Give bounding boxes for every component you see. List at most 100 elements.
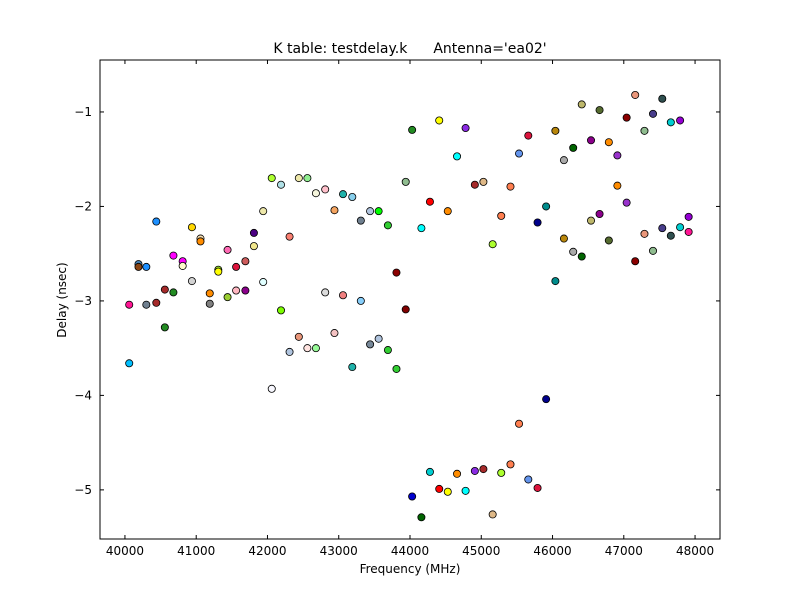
data-point (321, 288, 330, 297)
data-point (666, 231, 675, 240)
data-point (453, 469, 462, 478)
data-point (267, 384, 276, 393)
data-point (470, 466, 479, 475)
data-point (374, 207, 383, 216)
data-point (658, 224, 667, 233)
y-tick-label: −1 (74, 105, 92, 119)
data-point (339, 291, 348, 300)
data-point (366, 207, 375, 216)
data-point (205, 289, 214, 298)
axis-ticks: 40000 41000 42000 43000 44000 45000 46000 47000… (74, 60, 720, 558)
data-point (533, 218, 542, 227)
data-point (461, 486, 470, 495)
data-point (542, 202, 551, 211)
data-point (425, 467, 434, 476)
x-tick-label: 45000 (462, 544, 500, 558)
x-tick-label: 44000 (391, 544, 429, 558)
data-point (461, 124, 470, 133)
chart-title-main: K table: testdelay.k (273, 41, 408, 57)
data-point (497, 468, 506, 477)
data-point (658, 94, 667, 103)
data-point (142, 300, 151, 309)
chart-title-antenna: Antenna='ea02' (433, 41, 546, 57)
data-point (401, 177, 410, 186)
data-point (303, 344, 312, 353)
data-point (285, 232, 294, 241)
data-point (479, 465, 488, 474)
data-point (214, 267, 223, 276)
x-tick-label: 40000 (106, 544, 144, 558)
data-point (640, 229, 649, 238)
data-point (160, 285, 169, 294)
plot-area (100, 60, 720, 539)
data-point (294, 332, 303, 341)
data-point (497, 211, 506, 220)
x-tick-label: 42000 (248, 544, 286, 558)
data-point (330, 206, 339, 215)
data-point (311, 344, 320, 353)
data-point (392, 364, 401, 373)
data-point (577, 252, 586, 261)
data-point (488, 510, 497, 519)
data-point (595, 209, 604, 218)
x-tick-label: 41000 (177, 544, 215, 558)
data-point (330, 329, 339, 338)
data-point (453, 152, 462, 161)
x-axis-label: Frequency (MHz) (360, 562, 461, 576)
data-point (435, 484, 444, 493)
data-point (383, 346, 392, 355)
data-point (125, 300, 134, 309)
data-point (187, 277, 196, 286)
data-points (125, 90, 693, 522)
data-point (277, 306, 286, 315)
y-tick-label: −3 (74, 294, 92, 308)
data-point (241, 286, 250, 295)
data-point (443, 487, 452, 496)
data-point (223, 293, 232, 302)
data-point (479, 177, 488, 186)
data-point (187, 223, 196, 232)
data-point (542, 395, 551, 404)
data-point (470, 180, 479, 189)
data-point (169, 251, 178, 260)
data-point (401, 305, 410, 314)
x-tick-label: 47000 (605, 544, 643, 558)
data-point (524, 475, 533, 484)
data-point (684, 212, 693, 221)
data-point (435, 116, 444, 125)
data-point (152, 298, 161, 307)
data-point (303, 174, 312, 183)
data-point (604, 236, 613, 245)
y-tick-label: −5 (74, 483, 92, 497)
data-point (223, 245, 232, 254)
data-point (339, 190, 348, 199)
data-point (533, 483, 542, 492)
data-point (417, 224, 426, 233)
data-point (613, 151, 622, 160)
data-point (356, 216, 365, 225)
data-point (232, 286, 241, 295)
data-point (631, 257, 640, 266)
data-point (232, 262, 241, 271)
data-point (569, 247, 578, 256)
data-point (613, 181, 622, 190)
data-point (196, 237, 205, 246)
data-point (249, 228, 258, 237)
data-point (169, 288, 178, 297)
data-point (506, 460, 515, 469)
data-point (356, 296, 365, 305)
data-point (524, 131, 533, 140)
data-point (425, 197, 434, 206)
y-tick-label: −4 (74, 388, 92, 402)
chart-title: K table: testdelay.k Antenna='ea02' (273, 41, 546, 57)
y-tick-label: −2 (74, 199, 92, 213)
data-point (684, 227, 693, 236)
data-point (259, 207, 268, 216)
data-point (587, 216, 596, 225)
data-point (277, 180, 286, 189)
x-tick-label: 46000 (533, 544, 571, 558)
data-point (152, 217, 161, 226)
data-point (294, 174, 303, 183)
data-point (569, 143, 578, 152)
data-point (383, 221, 392, 230)
